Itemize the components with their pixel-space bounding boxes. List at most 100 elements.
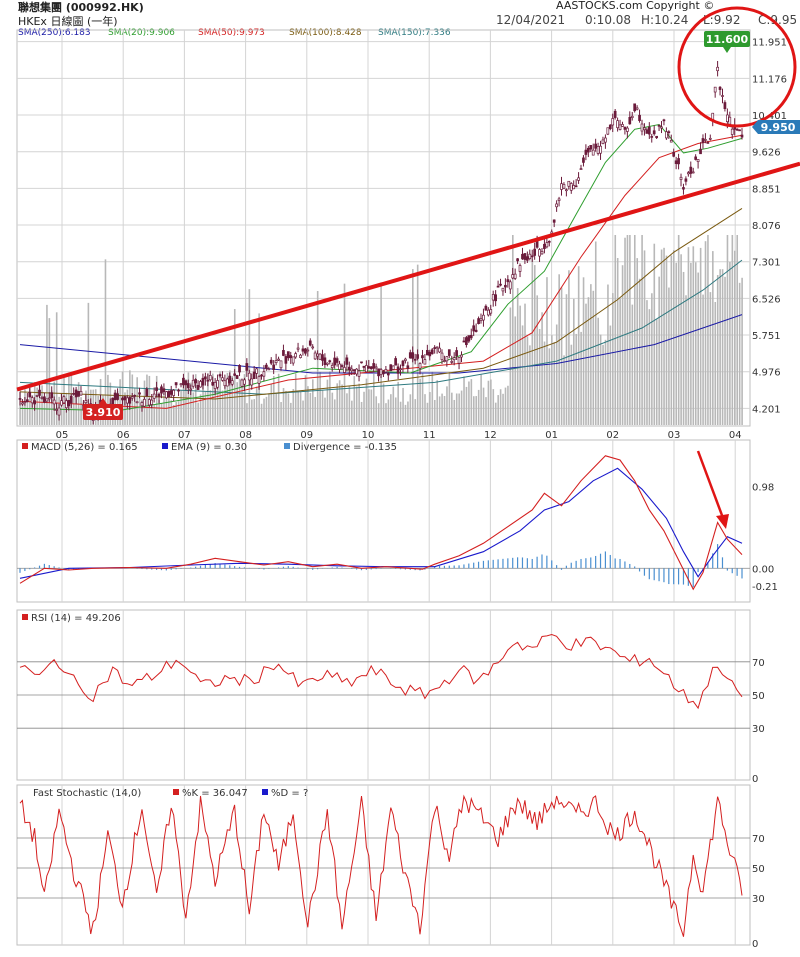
volume-bar: [558, 274, 560, 425]
candle-body: [582, 157, 585, 163]
candle-body: [633, 103, 637, 112]
candle-body: [325, 362, 329, 365]
candle-body: [323, 357, 327, 365]
legend-sma-1: SMA(20):9.906: [108, 28, 175, 38]
volume-bar: [68, 372, 70, 425]
month-tick: 04: [729, 430, 742, 441]
candle-body: [64, 400, 68, 409]
macd-legend-ema: EMA (9) = 0.30: [171, 442, 247, 453]
volume-bar: [297, 390, 299, 425]
volume-bar: [563, 355, 565, 425]
volume-bar: [443, 396, 446, 425]
candle-body: [240, 379, 244, 387]
candle-body: [347, 366, 351, 371]
candle-body: [150, 399, 154, 405]
price-tick: 11.176: [752, 74, 787, 85]
candle-body: [160, 386, 163, 394]
candle-body: [433, 347, 437, 349]
volume-bar: [453, 399, 456, 425]
month-tick: 11: [423, 430, 436, 441]
candle-body: [421, 355, 424, 359]
candle-body: [621, 124, 624, 127]
volume-bar: [475, 396, 478, 425]
candle-body: [477, 318, 480, 324]
volume-bar: [199, 394, 202, 425]
volume-bar: [141, 399, 143, 425]
candle-body: [682, 187, 685, 190]
candle-body: [294, 353, 297, 358]
candle-body: [121, 397, 124, 401]
candle-body: [45, 398, 49, 402]
candle-body: [662, 119, 666, 122]
rsi-tick: 70: [752, 658, 765, 669]
candle-body: [735, 128, 739, 131]
candle-body: [489, 309, 493, 314]
volume-bar: [572, 298, 575, 425]
volume-bar: [233, 309, 236, 425]
month-tick: 12: [484, 430, 497, 441]
candle-body: [428, 351, 432, 357]
volume-bar: [675, 262, 678, 425]
volume-bar: [446, 386, 448, 425]
candle-body: [740, 134, 744, 138]
candle-body: [221, 377, 224, 381]
volume-bar: [272, 375, 275, 425]
candle-body: [628, 116, 632, 125]
volume-bar: [31, 395, 34, 425]
volume-bar: [221, 390, 224, 425]
volume-bar: [43, 398, 46, 425]
candle-body: [360, 361, 363, 364]
volume-bar: [285, 390, 287, 425]
candle-body: [223, 380, 227, 387]
candle-body: [738, 129, 741, 132]
price-tick: 5.751: [752, 331, 781, 342]
candle-body: [601, 139, 605, 145]
rsi-tick: 0: [752, 774, 758, 785]
price-tick: 8.076: [752, 221, 781, 232]
candle-body: [265, 364, 268, 369]
volume-bar: [448, 371, 451, 425]
candle-body: [79, 391, 83, 396]
volume-bar: [24, 389, 26, 425]
price-tick: 9.626: [752, 148, 781, 159]
volume-bar: [80, 397, 82, 425]
volume-bar: [170, 400, 173, 425]
trend-line: [16, 161, 800, 392]
volume-bar: [685, 295, 687, 425]
annotation-arrowhead: [716, 514, 729, 529]
volume-bar: [472, 396, 475, 425]
candle-body: [328, 360, 332, 363]
stoch-tick: 70: [752, 834, 765, 845]
volume-bar: [738, 282, 741, 425]
candle-body: [228, 375, 232, 384]
volume-bar: [524, 303, 526, 425]
volume-bar: [343, 283, 346, 425]
candle-body: [286, 351, 290, 359]
volume-bar: [560, 287, 563, 425]
candle-body: [72, 393, 76, 395]
volume-bar: [668, 287, 670, 425]
candle-body: [677, 158, 680, 165]
candle-body: [218, 374, 222, 377]
candle-body: [372, 363, 376, 369]
candle-body: [521, 253, 524, 260]
volume-bar: [226, 372, 229, 425]
candle-body: [38, 389, 41, 396]
candle-body: [40, 397, 44, 399]
candle-body: [135, 401, 139, 404]
volume-bar: [260, 403, 263, 425]
candle-body: [345, 357, 349, 365]
volume-bar: [138, 395, 141, 425]
volume-bar: [375, 396, 378, 425]
volume-bar: [636, 258, 639, 425]
month-tick: 07: [178, 430, 191, 441]
candle-body: [362, 365, 366, 368]
volume-bar: [670, 255, 673, 425]
volume-bar: [51, 390, 53, 425]
volume-bar: [614, 235, 617, 425]
candle-body: [594, 143, 597, 149]
candle-body: [194, 379, 197, 384]
candle-body: [445, 356, 449, 362]
candle-body: [572, 185, 576, 190]
volume-bar: [726, 235, 729, 425]
